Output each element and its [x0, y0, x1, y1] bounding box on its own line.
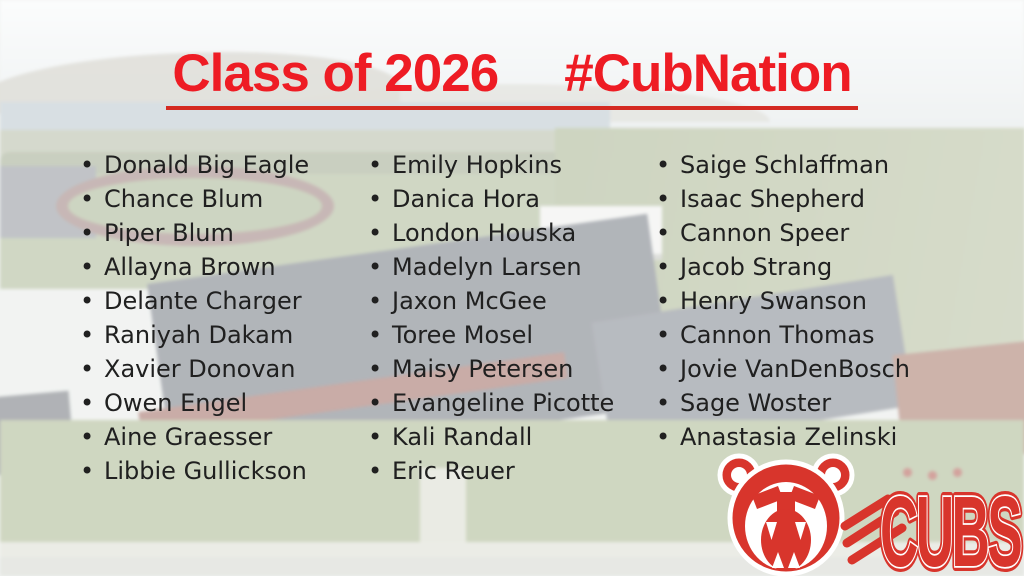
list-item: Evangeline Picotte	[368, 386, 614, 420]
name-column-1: Donald Big Eagle Chance Blum Piper Blum …	[80, 148, 309, 488]
title-class-text: Class of 2026	[172, 44, 499, 103]
list-item: Danica Hora	[368, 182, 614, 216]
list-item: Piper Blum	[80, 216, 309, 250]
list-item: Owen Engel	[80, 386, 309, 420]
list-item: Maisy Petersen	[368, 352, 614, 386]
list-item: Emily Hopkins	[368, 148, 614, 182]
list-item: Kali Randall	[368, 420, 614, 454]
list-item: Toree Mosel	[368, 318, 614, 352]
list-item: Jacob Strang	[656, 250, 910, 284]
slide-header: Class of 2026 #CubNation	[0, 46, 1024, 110]
list-item: Libbie Gullickson	[80, 454, 309, 488]
claw-marks-icon	[840, 494, 907, 565]
list-item: Chance Blum	[80, 182, 309, 216]
list-item: Anastasia Zelinski	[656, 420, 910, 454]
list-item: Raniyah Dakam	[80, 318, 309, 352]
list-item: Cannon Thomas	[656, 318, 910, 352]
cubs-logo: CUBS CUBS	[717, 453, 1024, 576]
list-item: Xavier Donovan	[80, 352, 309, 386]
list-item: Delante Charger	[80, 284, 309, 318]
page-title: Class of 2026 #CubNation	[166, 44, 858, 110]
name-column-3: Saige Schlaffman Isaac Shepherd Cannon S…	[656, 148, 910, 454]
list-item: Henry Swanson	[656, 284, 910, 318]
list-item: Cannon Speer	[656, 216, 910, 250]
list-item: Sage Woster	[656, 386, 910, 420]
cubs-wordmark-text: CUBS	[880, 476, 1021, 576]
list-item: Saige Schlaffman	[656, 148, 910, 182]
cubs-wordmark: CUBS CUBS	[875, 471, 1024, 576]
list-item: Allayna Brown	[80, 250, 309, 284]
list-item: Jovie VanDenBosch	[656, 352, 910, 386]
list-item: London Houska	[368, 216, 614, 250]
cubs-wordmark-outline: CUBS	[880, 476, 1021, 576]
title-hashtag: #CubNation	[564, 44, 852, 103]
list-item: Jaxon McGee	[368, 284, 614, 318]
list-item: Eric Reuer	[368, 454, 614, 488]
name-column-2: Emily Hopkins Danica Hora London Houska …	[368, 148, 614, 488]
list-item: Isaac Shepherd	[656, 182, 910, 216]
bear-mascot-icon	[717, 453, 855, 576]
list-item: Aine Graesser	[80, 420, 309, 454]
list-item: Madelyn Larsen	[368, 250, 614, 284]
list-item: Donald Big Eagle	[80, 148, 309, 182]
